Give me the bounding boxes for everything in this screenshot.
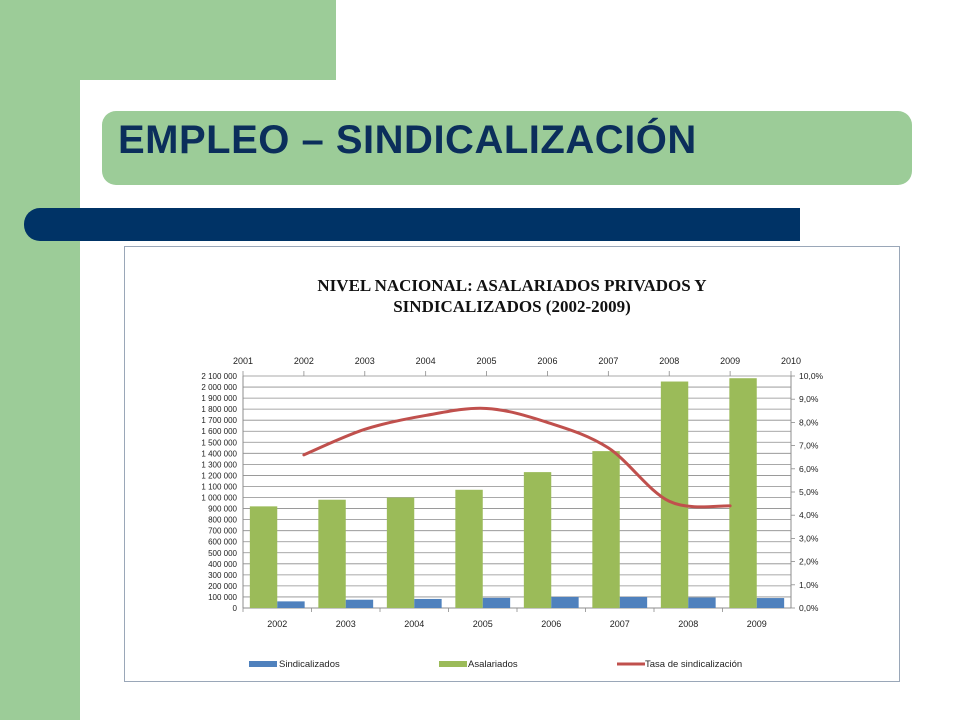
y-right-tick-label: 4,0% — [799, 510, 819, 520]
legend-label-asalariados: Asalariados — [468, 659, 518, 670]
legend-swatch-asalariados — [439, 661, 467, 667]
left-decor-band — [0, 0, 80, 720]
y-left-tick-label: 1 300 000 — [201, 460, 237, 469]
bar-asalariados — [592, 451, 620, 608]
bar-asalariados — [523, 472, 552, 608]
bar-asalariados — [729, 378, 757, 608]
y-left-tick-label: 200 000 — [208, 582, 237, 591]
bar-asalariados — [249, 506, 278, 608]
y-left-tick-label: 2 100 000 — [201, 372, 237, 381]
x-top-tick-label: 2004 — [416, 356, 436, 366]
y-right-tick-label: 9,0% — [799, 394, 819, 404]
y-left-tick-label: 700 000 — [208, 527, 237, 536]
y-left-tick-label: 1 100 000 — [201, 482, 237, 491]
chart-title-line2: SINDICALIZADOS (2002-2009) — [393, 297, 631, 316]
x-top-tick-label: 2008 — [659, 356, 679, 366]
chart-plot: 0 100 000 200 000 300 000 400 000 500 000 600 … — [201, 356, 824, 670]
y-left-tick-label: 1 600 000 — [201, 427, 237, 436]
bar-asalariados — [386, 497, 415, 608]
y-left-tick-label: 0 — [233, 604, 238, 613]
y-left-tick-label: 1 400 000 — [201, 449, 237, 458]
y-left-tick-label: 900 000 — [208, 505, 237, 514]
legend-label-tasa: Tasa de sindicalización — [645, 659, 742, 670]
x-tick-label: 2004 — [404, 619, 424, 629]
y-right-tick-label: 0,0% — [799, 603, 819, 613]
x-top-tick-label: 2006 — [537, 356, 557, 366]
y-right-tick-label: 10,0% — [799, 371, 824, 381]
y-right-tick-label: 8,0% — [799, 417, 819, 427]
y-left-tick-label: 1 900 000 — [201, 394, 237, 403]
y-left-tick-label: 2 000 000 — [201, 383, 237, 392]
bar-sindicalizados — [482, 597, 511, 608]
title-bar — [102, 111, 912, 185]
y-left-tick-label: 600 000 — [208, 538, 237, 547]
x-top-tick-label: 2009 — [720, 356, 740, 366]
x-tick-label: 2007 — [610, 619, 630, 629]
x-tick-label: 2006 — [541, 619, 561, 629]
x-tick-label: 2002 — [267, 619, 287, 629]
bar-sindicalizados — [619, 596, 648, 608]
legend-label-sindicalizados: Sindicalizados — [279, 659, 340, 670]
line-tasa — [302, 406, 732, 509]
y-right-tick-label: 2,0% — [799, 557, 819, 567]
bar-sindicalizados — [277, 601, 305, 608]
top-decor-band — [80, 0, 336, 80]
bar-sindicalizados — [756, 598, 785, 608]
bar-asalariados — [318, 499, 346, 608]
bar-sindicalizados — [345, 599, 374, 608]
y-left-tick-label: 800 000 — [208, 516, 237, 525]
x-tick-label: 2005 — [473, 619, 493, 629]
y-left-tick-label: 500 000 — [208, 549, 237, 558]
x-top-tick-label: 2003 — [355, 356, 375, 366]
x-tick-label: 2009 — [747, 619, 767, 629]
y-left-tick-label: 1 700 000 — [201, 416, 237, 425]
y-left-tick-label: 1 800 000 — [201, 405, 237, 414]
y-right-tick-label: 3,0% — [799, 533, 819, 543]
bar-asalariados — [660, 381, 689, 608]
y-right-tick-label: 6,0% — [799, 464, 819, 474]
x-tick-label: 2003 — [336, 619, 356, 629]
bar-sindicalizados — [551, 596, 579, 608]
y-left-tick-label: 300 000 — [208, 571, 237, 580]
legend-swatch-sindicalizados — [249, 661, 277, 667]
x-top-tick-label: 2002 — [294, 356, 314, 366]
x-tick-label: 2008 — [678, 619, 698, 629]
y-left-tick-label: 100 000 — [208, 593, 237, 602]
y-right-tick-label: 5,0% — [799, 487, 819, 497]
x-top-tick-label: 2007 — [598, 356, 618, 366]
x-top-tick-label: 2001 — [233, 356, 253, 366]
chart-container: NIVEL NACIONAL: ASALARIADOS PRIVADOS Y S… — [124, 246, 900, 682]
y-right-tick-label: 1,0% — [799, 580, 819, 590]
y-left-tick-label: 1 500 000 — [201, 438, 237, 447]
y-right-tick-label: 7,0% — [799, 441, 819, 451]
slide-title: EMPLEO – SINDICALIZACIÓN — [118, 118, 697, 162]
divider-bar — [24, 208, 800, 241]
bar-sindicalizados — [414, 598, 442, 608]
bar-asalariados — [455, 489, 483, 608]
y-left-tick-label: 1 000 000 — [201, 494, 237, 503]
chart-title-line1: NIVEL NACIONAL: ASALARIADOS PRIVADOS Y — [317, 276, 707, 295]
y-left-tick-label: 1 200 000 — [201, 471, 237, 480]
chart-title: NIVEL NACIONAL: ASALARIADOS PRIVADOS Y S… — [125, 275, 899, 317]
x-top-tick-label: 2010 — [781, 356, 801, 366]
x-top-tick-label: 2005 — [477, 356, 497, 366]
bar-sindicalizados — [688, 597, 716, 608]
y-left-tick-label: 400 000 — [208, 560, 237, 569]
